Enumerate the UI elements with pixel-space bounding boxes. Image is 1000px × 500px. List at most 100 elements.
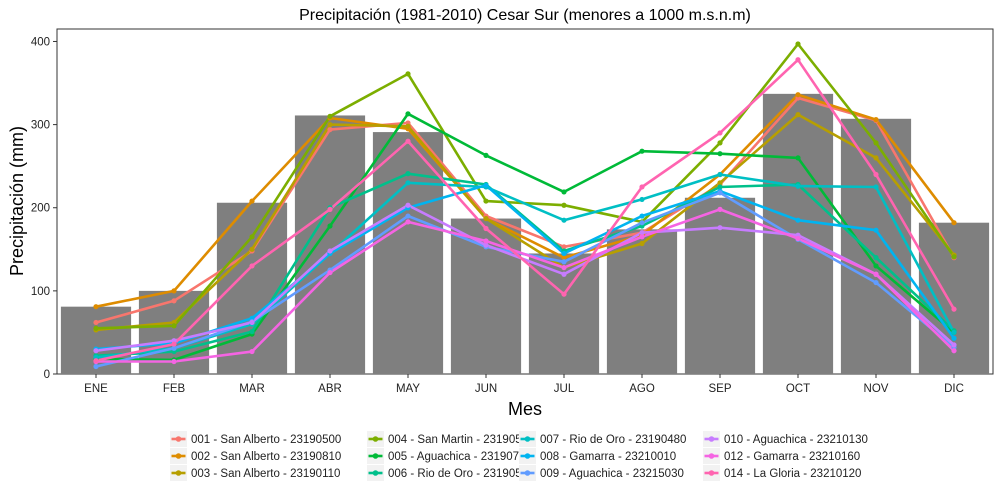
- series-line-3: [95, 113, 956, 332]
- series-line-8: [95, 184, 956, 351]
- series-12-point-abr: [327, 206, 333, 212]
- series-8-point-oct: [795, 217, 801, 223]
- series-11-point-may: [405, 219, 411, 225]
- legend-item: 009 - Aguachica - 23215030: [519, 465, 684, 481]
- series-10-point-mar: [249, 319, 255, 326]
- legend-key-point: [708, 453, 715, 459]
- series-9-point-ene: [93, 363, 99, 370]
- series-12-point-jul: [561, 291, 567, 297]
- series-10-point-jul: [561, 271, 567, 277]
- series-12-point-mar: [249, 263, 255, 269]
- legend-item: 008 - Gamarra - 23210010: [519, 448, 676, 464]
- legend-key-point: [372, 453, 379, 459]
- series-12-point-feb: [171, 341, 177, 347]
- legend-label: 012 - Gamarra - 23210160: [724, 451, 860, 463]
- y-tick-label: 200: [31, 203, 50, 215]
- legend-item: 003 - San Alberto - 23190110: [170, 465, 340, 481]
- legend-key-point: [175, 436, 182, 442]
- series-9-point-may: [405, 213, 411, 219]
- series-7-point-oct: [795, 183, 801, 189]
- series-8-point-jun: [483, 182, 489, 188]
- series-7-point-dic: [951, 329, 957, 336]
- series-line-7: [95, 173, 956, 359]
- x-tick-label: NOV: [864, 383, 889, 395]
- series-2-point-feb: [171, 288, 177, 294]
- series-7-point-may: [405, 180, 411, 186]
- series-5-point-abr: [327, 223, 333, 229]
- legend-label: 014 - La Gloria - 23210120: [724, 468, 861, 480]
- series-4-point-oct: [795, 41, 801, 47]
- series-9-point-jul: [561, 259, 567, 265]
- series-line-11: [96, 208, 955, 363]
- y-tick-label: 100: [31, 286, 50, 298]
- series-11-point-feb: [171, 358, 177, 365]
- legend-label: 001 - San Alberto - 23190500: [191, 434, 341, 446]
- series-5-point-sep: [717, 151, 723, 157]
- series-12-point-sep: [717, 130, 723, 136]
- series-line-2: [95, 93, 956, 308]
- series-2-point-mar: [249, 198, 255, 204]
- series-4-point-nov: [873, 140, 879, 146]
- series-8-point-jul: [561, 250, 567, 257]
- series-6-point-sep: [717, 184, 723, 190]
- series-layer: [95, 42, 956, 368]
- series-8-point-nov: [873, 227, 879, 233]
- series-3-point-mar: [249, 246, 255, 252]
- y-tick-label: 400: [31, 36, 50, 48]
- legend-label: 004 - San Martin - 23190520: [388, 434, 534, 446]
- y-axis-label: Precipitación (mm): [7, 126, 27, 276]
- series-11-point-sep: [717, 206, 723, 212]
- series-12-point-nov: [873, 171, 879, 178]
- x-tick-label: AGO: [629, 383, 655, 395]
- series-3-point-sep: [717, 180, 723, 186]
- series-3-point-nov: [873, 155, 879, 161]
- series-line-10: [95, 203, 955, 352]
- series-2-point-nov: [873, 117, 879, 123]
- series-2-point-ene: [93, 304, 99, 310]
- series-2-point-jul: [561, 255, 567, 261]
- legend-label: 005 - Aguachica - 23190710: [388, 451, 532, 463]
- series-6-point-nov: [873, 255, 879, 261]
- legend-item: 005 - Aguachica - 23190710: [367, 448, 532, 464]
- legend-key-point: [175, 470, 182, 476]
- series-line-5: [95, 112, 955, 362]
- series-10-point-ene: [93, 348, 99, 354]
- series-11-point-jun: [483, 238, 489, 244]
- legend-label: 002 - San Alberto - 23190810: [191, 451, 341, 463]
- legend-item: 006 - Rio de Oro - 23190580: [367, 465, 534, 481]
- series-3-point-jun: [483, 215, 489, 222]
- x-tick-label: JUL: [554, 383, 575, 395]
- series-4-point-may: [405, 71, 411, 77]
- axes: 0 100 200 300 400 ENE FEB MAR ABR MAY JUN JUL AGO SEP…: [31, 36, 964, 395]
- legend-key-point: [708, 436, 715, 442]
- series-3-point-may: [405, 123, 411, 129]
- bar-ago: [606, 229, 678, 374]
- y-tick-label: 0: [44, 369, 50, 381]
- series-5-point-may: [405, 111, 411, 117]
- legend-item: 012 - Gamarra - 23210160: [703, 448, 860, 464]
- series-12-point-may: [405, 138, 411, 144]
- series-7-point-jul: [561, 217, 567, 223]
- series-12-point-ago: [639, 184, 645, 190]
- legend-label: 007 - Rio de Oro - 23190480: [540, 434, 686, 446]
- series-6-point-mar: [249, 329, 255, 335]
- series-8-point-ago: [639, 213, 645, 219]
- series-7-point-nov: [873, 184, 879, 190]
- legend: 001 - San Alberto - 23190500 002 - San Al…: [170, 431, 868, 481]
- point-layer: [93, 41, 957, 370]
- series-4-point-dic: [951, 254, 957, 260]
- series-7-point-sep: [717, 171, 723, 178]
- series-11-point-mar: [249, 348, 255, 355]
- series-11-point-abr: [327, 269, 333, 276]
- x-tick-label: SEP: [708, 383, 731, 395]
- series-5-point-oct: [795, 155, 801, 161]
- series-12-point-dic: [951, 306, 957, 312]
- chart-title: Precipitación (1981-2010) Cesar Sur (men…: [299, 7, 751, 24]
- series-10-point-sep: [717, 225, 723, 231]
- series-4-point-mar: [249, 234, 255, 240]
- x-tick-label: FEB: [163, 383, 186, 395]
- series-11-point-nov: [873, 271, 879, 277]
- series-5-point-jul: [561, 189, 567, 195]
- series-4-point-jun: [483, 198, 489, 204]
